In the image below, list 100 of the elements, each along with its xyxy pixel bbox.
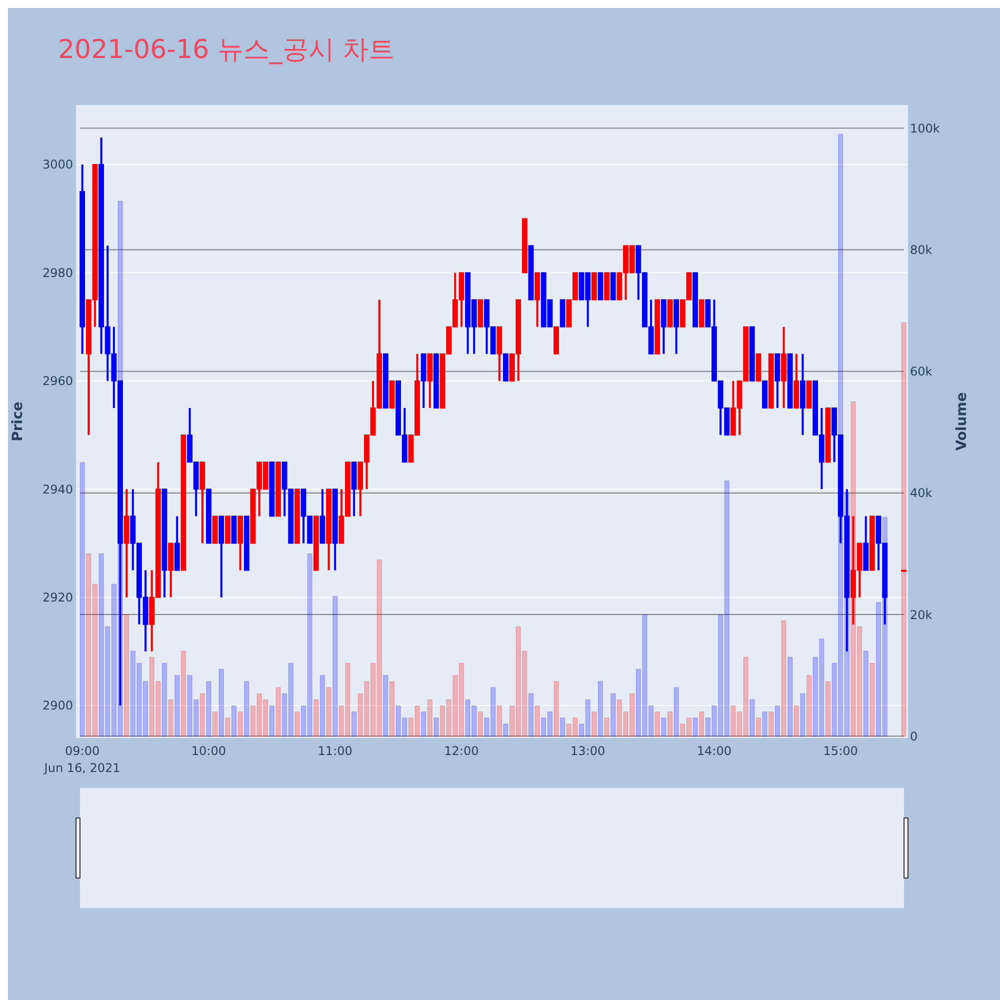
bar [503,724,508,736]
bar [446,699,452,736]
bar [174,675,180,736]
bar [402,718,408,736]
bar [648,706,654,736]
x-tick-label: 12:00 [444,744,479,758]
bar [756,718,761,736]
bar [800,693,806,736]
bar [623,712,628,736]
y-tick-label: 2900 [42,698,73,713]
bar [566,724,572,736]
bar [396,706,401,736]
bar [440,706,445,736]
bar [636,669,641,736]
bar [806,675,812,736]
y2-tick-label: 20k [910,608,932,622]
bar [680,724,686,736]
bar [86,554,92,736]
bar [522,650,528,736]
bar [510,706,514,736]
bar [332,596,338,736]
bar [250,706,256,736]
bar [876,602,881,736]
bar [541,718,546,736]
bar [149,656,154,736]
bar [743,656,748,736]
bar [124,614,130,736]
bar [705,718,710,736]
bar [484,718,490,736]
bar [194,699,199,736]
bar [427,699,432,736]
bar [610,693,616,736]
bar [434,718,439,736]
bar [244,681,250,736]
bar [718,614,723,736]
bar [794,706,799,736]
bar [585,699,590,736]
bar [819,638,824,736]
bar [408,718,414,736]
bar [604,718,610,736]
bar [788,656,793,736]
bar [282,693,287,736]
bar [200,693,205,736]
x-tick-label: 14:00 [696,744,732,758]
y2-axis-title: Volume [954,392,970,451]
bar [630,693,635,736]
bar [143,681,148,736]
bar [750,699,755,736]
bar [579,724,584,736]
bar [238,712,243,736]
bar [528,693,534,736]
bar [358,693,363,736]
bar [136,662,142,736]
bar [352,712,356,736]
bar [314,699,319,736]
y-tick-label: 2920 [42,590,73,605]
y2-tick-label: 80k [910,242,932,257]
bar [338,706,344,736]
bar [212,712,218,736]
bar [162,662,167,736]
bar [592,712,597,736]
bar [762,712,768,736]
y-tick-label: 2960 [42,374,73,388]
bar [838,134,844,736]
bar [642,614,648,736]
bar [301,706,306,736]
y2-tick-label: 60k [910,364,932,379]
bar [452,675,458,736]
bar [307,554,312,736]
bar [478,712,483,736]
bar [276,687,281,736]
y-tick-label: 3000 [42,158,73,172]
y2-tick-label: 100k [910,121,940,136]
x-tick-label: 13:00 [570,744,606,758]
bar [389,681,394,736]
bar [712,706,717,736]
bar [692,718,698,736]
x-tick-label: 15:00 [823,744,858,758]
bar [768,712,774,736]
y2-tick-label: 40k [910,486,932,500]
bar [654,712,660,736]
bar [737,712,742,736]
bar [218,669,224,736]
x-tick-label: 11:00 [318,744,352,758]
bar [774,706,780,736]
bar [826,681,830,736]
bar [863,650,868,736]
bar [724,480,730,736]
bar [490,687,496,736]
bar [598,681,603,736]
bar [668,712,672,736]
x-tick-label: 09:00 Jun 16, 2021 [43,744,120,775]
bar [320,675,325,736]
bar [232,706,236,736]
chart-title: 2021-06-16 뉴스_공시 차트 [58,35,395,65]
bar [699,712,704,736]
bar [383,675,388,736]
bar [156,681,161,736]
bar [256,693,262,736]
y2-tick-label: 0 [910,729,918,744]
